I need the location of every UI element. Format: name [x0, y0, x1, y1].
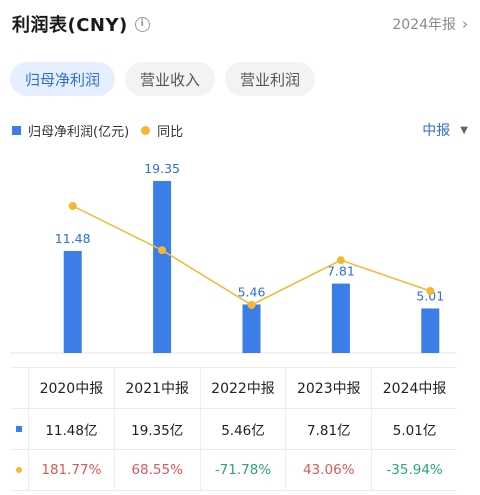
bar — [242, 304, 261, 353]
chevron-right-icon: › — [462, 15, 468, 33]
bar-value-label: 11.48 — [55, 231, 91, 246]
table-cell: 7.81亿 — [285, 409, 371, 449]
table-cell: 5.01亿 — [371, 409, 457, 449]
header: 利润表(CNY) i 2024年报 › — [12, 10, 468, 38]
bar-legend-label: 归母净利润(亿元) — [28, 124, 130, 140]
table-header-cell: 2022中报 — [199, 368, 286, 408]
chart-legend: 归母净利润(亿元) 同比 中报 ▼ — [12, 120, 468, 140]
bar — [331, 283, 350, 353]
report-type-dropdown[interactable]: 中报 ▼ — [422, 120, 468, 140]
yoy-point — [158, 246, 167, 255]
bar-legend-marker — [12, 125, 21, 135]
caret-down-icon: ▼ — [460, 124, 468, 136]
yoy-point — [68, 202, 77, 210]
profit-chart: 11.48 19.35 5.46 7.81 5.01 — [10, 161, 457, 354]
tab-operating-profit[interactable]: 营业利润 — [225, 62, 316, 96]
bar-value-label: 19.35 — [144, 161, 180, 176]
bar — [63, 250, 82, 353]
bar-value-label: 7.81 — [327, 264, 355, 279]
table-cell: 68.55% — [113, 450, 200, 490]
table-cell: 11.48亿 — [28, 409, 114, 449]
period-selector[interactable]: 2024年报 › — [392, 14, 468, 34]
table-cell: 19.35亿 — [113, 409, 200, 449]
yoy-point — [426, 287, 435, 296]
bar-value-label: 5.01 — [416, 288, 444, 303]
table-cell: 43.06% — [285, 450, 371, 490]
table-header-row: 2020中报 2021中报 2022中报 2023中报 2024中报 — [10, 368, 457, 409]
tab-net-profit[interactable]: 归母净利润 — [10, 62, 116, 96]
bar-series-marker — [16, 426, 22, 432]
bar — [153, 181, 172, 353]
yoy-point — [247, 301, 256, 309]
tab-revenue[interactable]: 营业收入 — [125, 62, 216, 96]
table-cell: -71.78% — [199, 450, 286, 490]
page-title: 利润表(CNY) — [12, 15, 128, 36]
table-cell: 181.77% — [28, 450, 114, 490]
metric-tabs: 归母净利润 营业收入 营业利润 — [10, 62, 316, 96]
bar-value-label: 5.46 — [238, 284, 266, 299]
table-header-cell: 2021中报 — [113, 368, 200, 408]
data-table: 2020中报 2021中报 2022中报 2023中报 2024中报 11.48… — [10, 367, 457, 491]
table-row-yoy: 181.77% 68.55% -71.78% 43.06% -35.94% — [10, 450, 457, 491]
yoy-point — [336, 256, 345, 265]
line-legend-label: 同比 — [157, 124, 184, 140]
table-cell: -35.94% — [371, 450, 457, 490]
report-type-label: 中报 — [422, 123, 451, 139]
table-row-profit: 11.48亿 19.35亿 5.46亿 7.81亿 5.01亿 — [10, 409, 457, 450]
table-header-cell: 2024中报 — [371, 368, 457, 408]
bar — [421, 308, 440, 353]
table-header-cell: 2023中报 — [285, 368, 371, 408]
info-icon[interactable]: i — [134, 16, 150, 32]
table-header-cell: 2020中报 — [28, 368, 114, 408]
table-cell: 5.46亿 — [199, 409, 286, 449]
period-label: 2024年报 — [392, 17, 456, 33]
line-series-marker — [16, 467, 22, 473]
line-legend-marker — [141, 125, 151, 135]
